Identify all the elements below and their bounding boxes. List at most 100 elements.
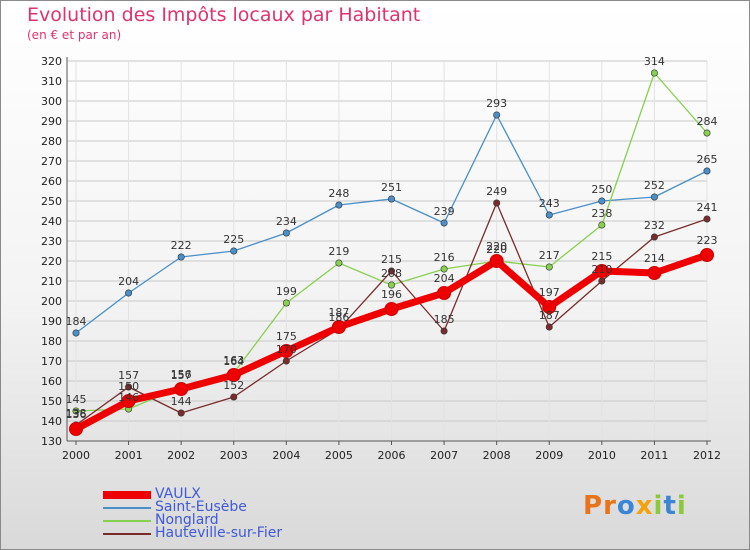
data-label: 138 [66, 407, 87, 420]
data-label: 164 [223, 355, 244, 368]
data-point [647, 266, 662, 280]
data-label: 284 [697, 115, 718, 128]
data-point [226, 368, 241, 382]
y-tick-label: 250 [41, 195, 62, 208]
data-label: 252 [644, 179, 665, 192]
data-point [440, 219, 448, 227]
legend-swatch [103, 507, 151, 509]
data-point [335, 259, 343, 267]
data-point [545, 263, 553, 271]
brand-letter: r [603, 491, 617, 521]
x-tick-label: 2001 [115, 449, 143, 462]
data-point [177, 409, 185, 417]
data-label: 220 [486, 240, 507, 253]
data-point [542, 300, 557, 314]
y-tick-label: 310 [41, 75, 62, 88]
data-label: 185 [434, 313, 455, 326]
data-label: 217 [539, 249, 560, 262]
chart-title: Evolution des Impôts locaux par Habitant [27, 4, 421, 26]
data-label: 157 [118, 369, 139, 382]
legend-label: Saint-Eusèbe [155, 499, 247, 515]
data-point [331, 320, 346, 334]
data-point [598, 221, 606, 229]
data-label: 157 [171, 369, 192, 382]
data-label: 186 [328, 311, 349, 324]
data-point [69, 422, 83, 436]
series-points [69, 69, 714, 436]
data-label: 225 [223, 233, 244, 246]
data-label: 196 [381, 288, 402, 301]
brand-letter: P [583, 491, 604, 521]
y-tick-label: 150 [41, 395, 62, 408]
data-point [121, 394, 136, 408]
x-tick-label: 2003 [220, 449, 248, 462]
data-label: 243 [539, 197, 560, 210]
data-label: 223 [697, 234, 718, 247]
data-label: 220 [486, 243, 507, 256]
data-label: 214 [644, 252, 665, 265]
y-tick-label: 190 [41, 315, 62, 328]
chart-subtitle: (en € et par an) [27, 28, 122, 42]
data-label: 199 [276, 285, 297, 298]
x-tick-label: 2002 [167, 449, 195, 462]
data-label: 239 [434, 205, 455, 218]
data-point [493, 111, 501, 119]
data-point [594, 264, 609, 278]
data-label: 170 [276, 343, 297, 356]
y-tick-label: 220 [41, 255, 62, 268]
data-label: 146 [118, 391, 139, 404]
legend-label: Nonglard [155, 512, 219, 528]
data-point [650, 233, 658, 241]
data-point [384, 302, 399, 316]
data-point [279, 344, 294, 358]
data-point [125, 383, 133, 391]
data-label: 216 [434, 251, 455, 264]
data-label: 222 [171, 239, 192, 252]
y-tick-label: 140 [41, 415, 62, 428]
data-label: 248 [328, 187, 349, 200]
x-tick-label: 2011 [640, 449, 668, 462]
legend-label: Hauteville-sur-Fier [155, 525, 283, 541]
data-label: 219 [328, 245, 349, 258]
data-point [387, 267, 395, 275]
data-label: 175 [276, 330, 297, 343]
data-point [545, 211, 553, 219]
data-point [125, 289, 133, 297]
data-point [72, 329, 80, 337]
y-tick-label: 170 [41, 355, 62, 368]
data-point [703, 215, 711, 223]
data-label: 208 [381, 267, 402, 280]
data-label: 249 [486, 185, 507, 198]
y-tick-label: 230 [41, 235, 62, 248]
brand-logo: Proxiti [583, 491, 687, 521]
x-tick-label: 2006 [378, 449, 406, 462]
data-point [230, 393, 238, 401]
x-tick-label: 2004 [272, 449, 300, 462]
data-label: 152 [223, 379, 244, 392]
data-point [703, 167, 711, 175]
x-tick-label: 2005 [325, 449, 353, 462]
series-labels: 184 204 222 225 234 248 251 239 293 243 250 252 265 1… [66, 55, 718, 421]
data-label: 197 [539, 286, 560, 299]
y-tick-label: 160 [41, 375, 62, 388]
data-point [489, 254, 504, 268]
data-point [437, 286, 452, 300]
data-point [598, 197, 606, 205]
data-point [387, 281, 395, 289]
y-tick-label: 180 [41, 335, 62, 348]
data-label: 210 [591, 263, 612, 276]
data-label: 184 [66, 315, 87, 328]
data-point [174, 382, 189, 396]
data-point [545, 323, 553, 331]
x-tick-label: 2008 [483, 449, 511, 462]
brand-letter: o [616, 491, 636, 521]
y-tick-label: 130 [41, 435, 62, 448]
data-point [72, 407, 80, 415]
data-point [282, 299, 290, 307]
brand-letter: i [676, 491, 687, 521]
y-tick-label: 260 [41, 175, 62, 188]
x-tick-label: 2012 [693, 449, 721, 462]
data-label: 204 [434, 272, 455, 285]
data-label: 314 [644, 55, 665, 68]
